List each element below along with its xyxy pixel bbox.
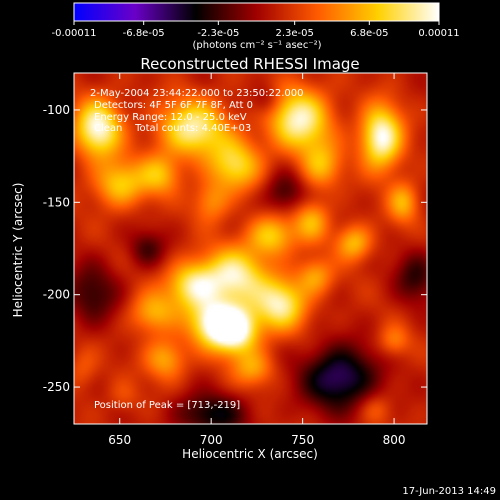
annotation-time-range: 2-May-2004 23:44:22.000 to 23:50:22.000 bbox=[90, 88, 303, 99]
y-tick-label: -200 bbox=[43, 288, 70, 302]
colorbar-tick-label: 0.00011 bbox=[418, 28, 459, 39]
colorbar-tick-label: 2.3e-05 bbox=[275, 28, 313, 39]
y-axis-ticks: -100 -150 -200 -250 bbox=[43, 103, 427, 394]
x-tick-label: 650 bbox=[108, 433, 131, 447]
chart-title: Reconstructed RHESSI Image bbox=[140, 55, 359, 73]
x-axis-ticks: 650 700 750 800 bbox=[108, 73, 406, 447]
plot-area: 650 700 750 800 -100 -150 -200 -250 bbox=[43, 72, 428, 447]
colorbar-gradient bbox=[73, 2, 440, 22]
plot-frame bbox=[73, 72, 428, 425]
annotation-peak: Position of Peak = [713,-219] bbox=[94, 400, 240, 411]
y-tick-label: -150 bbox=[43, 195, 70, 209]
colorbar-units: (photons cm⁻² s⁻¹ asec⁻²) bbox=[192, 40, 321, 51]
y-tick-label: -100 bbox=[43, 103, 70, 117]
annotation-block: 2-May-2004 23:44:22.000 to 23:50:22.000 … bbox=[90, 88, 303, 411]
colorbar-tick-label: -0.00011 bbox=[52, 28, 97, 39]
annotation-energy: Energy Range: 12.0 - 25.0 keV bbox=[94, 112, 247, 123]
x-tick-label: 800 bbox=[383, 433, 406, 447]
y-tick-label: -250 bbox=[43, 380, 70, 394]
colorbar: -0.00011 -6.8e-05 -2.3e-05 2.3e-05 6.8e-05 0.… bbox=[52, 2, 460, 51]
colorbar-tick-label: 6.8e-05 bbox=[350, 28, 388, 39]
y-axis-label: Heliocentric Y (arcsec) bbox=[11, 183, 25, 318]
heatmap-image bbox=[74, 73, 427, 424]
annotation-algorithm: Clean Total counts: 4.40E+03 bbox=[94, 123, 251, 134]
x-axis-label: Heliocentric X (arcsec) bbox=[182, 447, 318, 461]
x-tick-label: 750 bbox=[291, 433, 314, 447]
x-tick-label: 700 bbox=[200, 433, 223, 447]
colorbar-tick-label: -6.8e-05 bbox=[123, 28, 165, 39]
annotation-detectors: Detectors: 4F 5F 6F 7F 8F, Att 0 bbox=[94, 100, 253, 111]
colorbar-ticks: -0.00011 -6.8e-05 -2.3e-05 2.3e-05 6.8e-05 0.… bbox=[52, 21, 460, 39]
colorbar-tick-label: -2.3e-05 bbox=[197, 28, 239, 39]
footer-date: 17-Jun-2013 14:49 bbox=[402, 486, 496, 497]
